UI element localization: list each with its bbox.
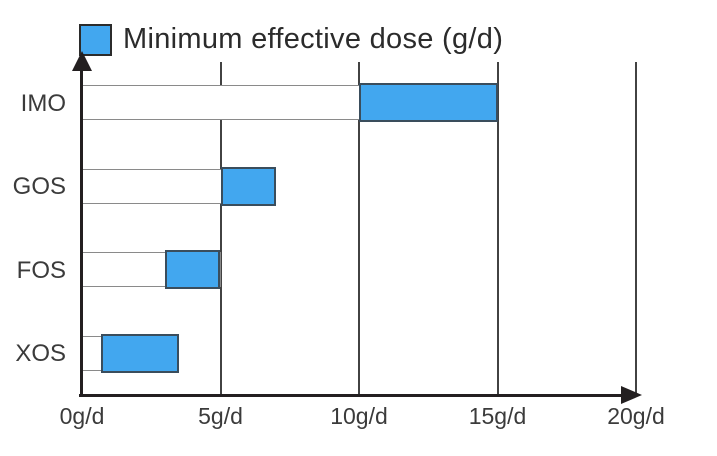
- category-label: IMO: [20, 89, 66, 117]
- bar-range: [165, 250, 221, 289]
- bar-range: [220, 166, 276, 206]
- gridline-15: [496, 62, 499, 396]
- legend-label: Minimum effective dose (g/d): [123, 23, 504, 55]
- x-tick-label: 0g/d: [59, 403, 105, 429]
- gridline-20: [635, 62, 637, 396]
- chart-legend: Minimum effective dose (g/d): [79, 23, 503, 56]
- x-axis-line: [79, 394, 624, 397]
- bar-range: [101, 333, 179, 373]
- x-tick-label: 5g/d: [198, 403, 243, 429]
- x-tick-label: 20g/d: [607, 403, 665, 429]
- x-tick-label: 15g/d: [468, 403, 527, 429]
- gridline-5: [219, 62, 222, 396]
- bar-range: [359, 83, 498, 122]
- legend-swatch-icon: [79, 23, 112, 56]
- x-tick-label: 10g/d: [330, 403, 388, 429]
- category-label: XOS: [15, 340, 66, 367]
- x-axis-arrow-icon: [621, 386, 642, 404]
- gridline-10: [358, 62, 360, 396]
- category-label: FOS: [16, 256, 66, 284]
- y-axis-arrow-icon: [72, 51, 92, 71]
- y-axis-line: [80, 58, 83, 396]
- category-label: GOS: [12, 173, 66, 200]
